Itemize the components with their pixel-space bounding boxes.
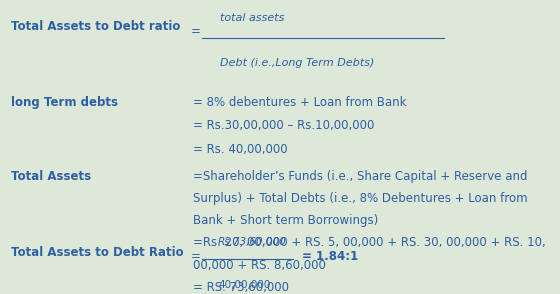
Text: = 8% debentures + Loan from Bank: = 8% debentures + Loan from Bank <box>193 96 407 109</box>
Text: long Term debts: long Term debts <box>11 96 118 109</box>
Text: =: = <box>191 250 200 263</box>
Text: 40,00,000: 40,00,000 <box>218 280 270 290</box>
Text: =Rs. 20, 00,000 + RS. 5, 00,000 + RS. 30, 00,000 + RS. 10,: =Rs. 20, 00,000 + RS. 5, 00,000 + RS. 30… <box>193 236 546 249</box>
Text: Total Assets to Debt ratio: Total Assets to Debt ratio <box>11 20 180 34</box>
Text: = 1.84:1: = 1.84:1 <box>302 250 359 263</box>
Text: Total Assets to Debt Ratio: Total Assets to Debt Ratio <box>11 246 183 259</box>
Text: Bank + Short term Borrowings): Bank + Short term Borrowings) <box>193 214 378 227</box>
Text: = Rs.30,00,000 – Rs.10,00,000: = Rs.30,00,000 – Rs.10,00,000 <box>193 119 375 133</box>
Text: = RS. 73,60,000: = RS. 73,60,000 <box>193 281 289 294</box>
Text: Debt (i.e.,Long Term Debts): Debt (i.e.,Long Term Debts) <box>221 59 375 69</box>
Text: Total Assets: Total Assets <box>11 170 91 183</box>
Text: total assets: total assets <box>221 13 284 23</box>
Text: Rs.73,60,000: Rs.73,60,000 <box>218 237 287 247</box>
Text: Surplus) + Total Debts (i.e., 8% Debentures + Loan from: Surplus) + Total Debts (i.e., 8% Debentu… <box>193 192 528 205</box>
Text: 00,000 + RS. 8,60,000: 00,000 + RS. 8,60,000 <box>193 259 326 272</box>
Text: = Rs. 40,00,000: = Rs. 40,00,000 <box>193 143 288 156</box>
Text: =Shareholder’s Funds (i.e., Share Capital + Reserve and: =Shareholder’s Funds (i.e., Share Capita… <box>193 170 528 183</box>
Text: =: = <box>191 25 200 38</box>
